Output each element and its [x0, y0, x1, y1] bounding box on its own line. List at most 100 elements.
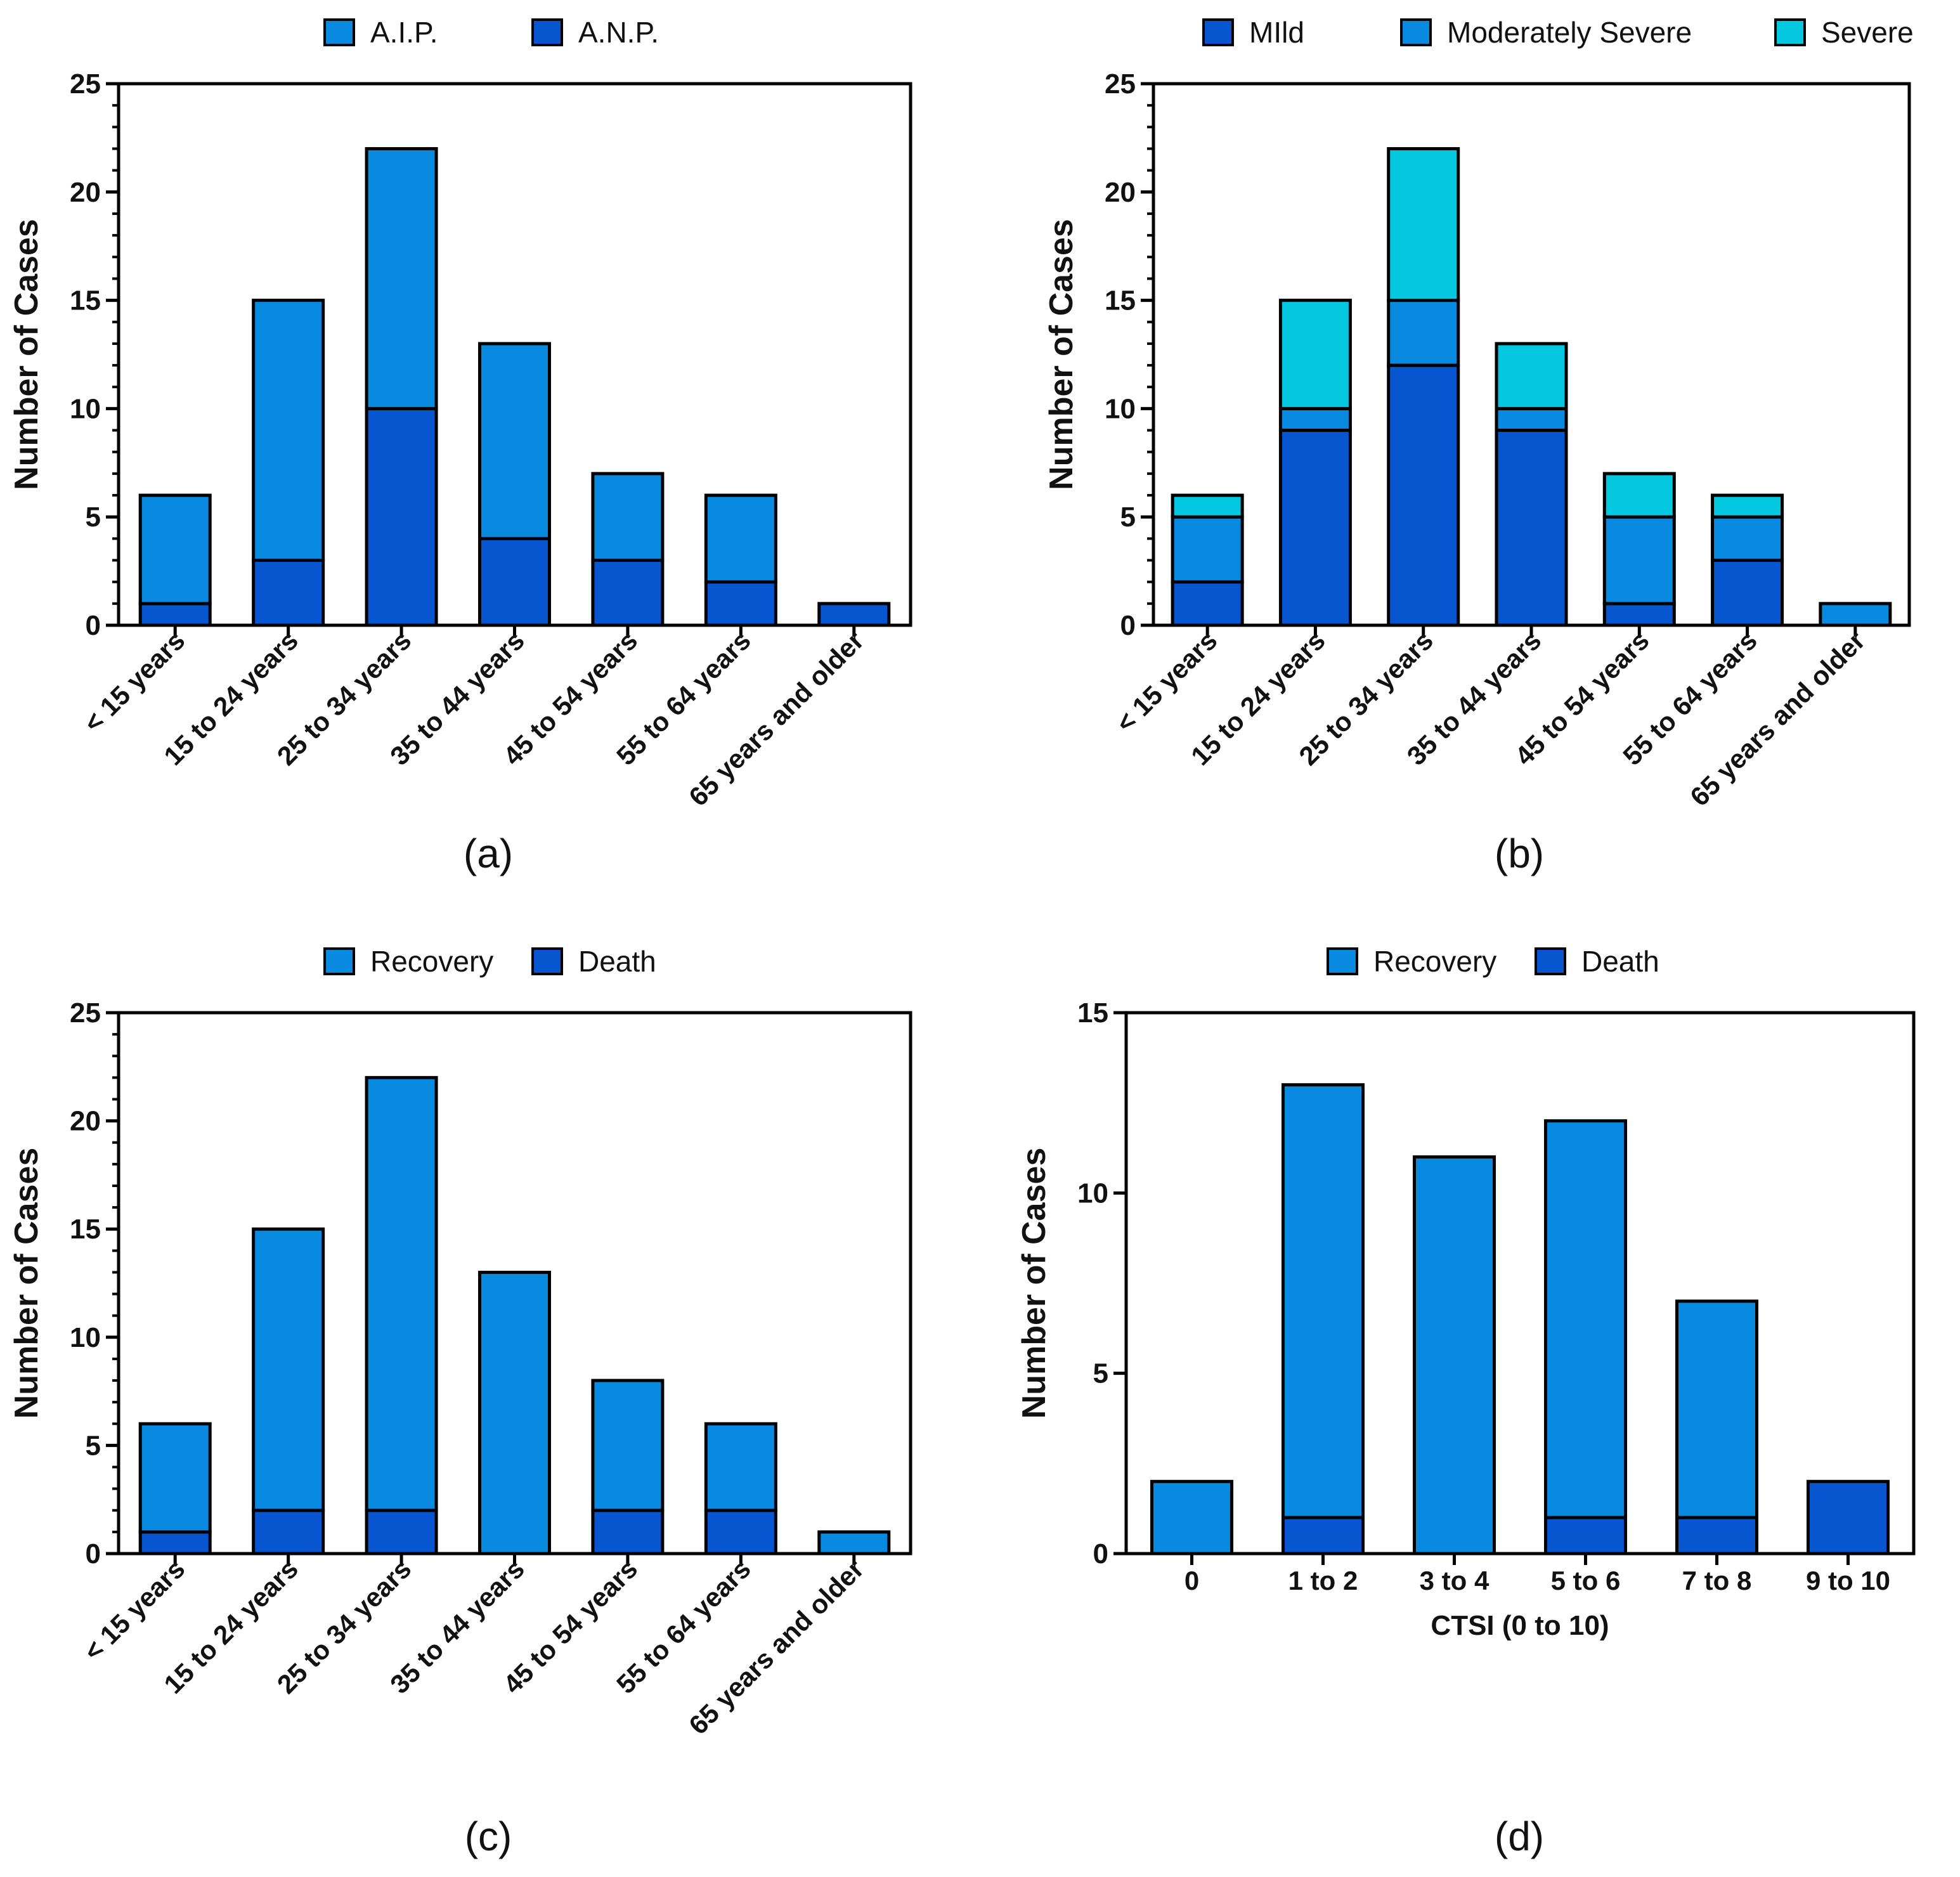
bar-severe-15-years — [1171, 493, 1244, 519]
panel-label: (b) — [1495, 831, 1544, 876]
plot-frame — [1124, 1011, 1916, 1556]
legend-label-severe: Severe — [1821, 16, 1914, 49]
panel-label: (d) — [1495, 1814, 1544, 1859]
y-axis-label: Number of Cases — [8, 219, 45, 490]
legend-label-moderately-severe: Moderately Severe — [1447, 16, 1692, 49]
legend-label-a-i-p: A.I.P. — [370, 16, 438, 49]
legend-label-death: Death — [1581, 945, 1659, 978]
x-category-label: 9 to 10 — [1806, 1566, 1890, 1595]
y-tick-label: 15 — [70, 1214, 101, 1245]
legend-swatch-moderately-severe — [1400, 18, 1432, 46]
panel-label: (c) — [465, 1814, 512, 1859]
bar-death-5-to-6 — [1544, 1516, 1627, 1556]
bar-mild-45-to-54-years — [1602, 602, 1676, 627]
y-tick-label: 10 — [1105, 393, 1136, 424]
x-category-label: 65 years and older — [1684, 625, 1871, 812]
bar-severe-35-to-44-years — [1495, 342, 1568, 410]
y-tick-label: 5 — [1093, 1358, 1108, 1389]
bar-a-n-p-25-to-34-years — [365, 406, 438, 627]
bar-recovery-25-to-34-years — [365, 1075, 438, 1512]
bar-recovery-0 — [1150, 1479, 1233, 1556]
bar-a-i-p-15-to-24-years — [252, 299, 325, 562]
bar-recovery-5-to-6 — [1544, 1119, 1627, 1519]
bar-death-55-to-64-years — [704, 1509, 777, 1556]
x-category-label: < 15 years — [78, 625, 191, 738]
bar-a-n-p-45-to-54-years — [591, 559, 665, 627]
y-tick-label: 25 — [70, 68, 101, 100]
bar-moderately-severe-35-to-44-years — [1495, 406, 1568, 432]
y-tick-label: 10 — [70, 393, 101, 424]
y-axis-label: Number of Cases — [1043, 219, 1080, 490]
bar-death-9-to-10 — [1807, 1479, 1890, 1556]
x-category-label: 5 to 6 — [1551, 1566, 1621, 1595]
legend-label-death: Death — [578, 945, 656, 978]
legend-swatch-a-i-p — [323, 18, 355, 46]
x-category-label: < 15 years — [78, 1554, 191, 1666]
bar-a-i-p-15-years — [138, 493, 212, 606]
bar-recovery-3-to-4 — [1413, 1155, 1496, 1556]
y-tick-label: 20 — [1105, 177, 1136, 208]
bar-moderately-severe-65-years-and-older — [1819, 602, 1892, 627]
bar-a-n-p-35-to-44-years — [478, 536, 551, 627]
bar-moderately-severe-15-years — [1171, 515, 1244, 584]
bar-moderately-severe-55-to-64-years — [1711, 515, 1784, 562]
bar-severe-55-to-64-years — [1711, 493, 1784, 519]
legend-swatch-recovery — [1327, 947, 1358, 975]
bar-mild-15-years — [1171, 580, 1244, 627]
bar-recovery-45-to-54-years — [591, 1379, 665, 1512]
bar-death-15-to-24-years — [252, 1509, 325, 1556]
bar-a-i-p-25-to-34-years — [365, 146, 438, 410]
y-tick-label: 5 — [86, 1430, 101, 1461]
bar-recovery-7-to-8 — [1675, 1299, 1758, 1519]
x-category-label: 3 to 4 — [1420, 1566, 1489, 1595]
y-tick-label: 0 — [86, 1538, 101, 1569]
y-tick-label: 25 — [1105, 68, 1136, 100]
bar-a-n-p-55-to-64-years — [704, 580, 777, 627]
bar-mild-25-to-34-years — [1387, 363, 1460, 627]
x-category-label: 0 — [1184, 1566, 1199, 1595]
y-tick-label: 15 — [70, 285, 101, 316]
y-tick-label: 0 — [86, 610, 101, 641]
y-axis-label: Number of Cases — [8, 1148, 45, 1419]
y-tick-label: 15 — [1105, 285, 1136, 316]
bar-a-i-p-35-to-44-years — [478, 342, 551, 540]
y-tick-label: 20 — [70, 177, 101, 208]
bar-death-45-to-54-years — [591, 1509, 665, 1556]
y-tick-label: 10 — [70, 1322, 101, 1353]
bar-a-i-p-45-to-54-years — [591, 472, 665, 562]
bar-death-25-to-34-years — [365, 1509, 438, 1556]
legend-label-recovery: Recovery — [1373, 945, 1496, 978]
bar-recovery-15-years — [138, 1422, 212, 1534]
bar-a-n-p-65-years-and-older — [817, 602, 891, 627]
x-axis-label: CTSI (0 to 10) — [1431, 1610, 1609, 1641]
legend-swatch-death — [531, 947, 563, 975]
x-category-label: 7 to 8 — [1682, 1566, 1752, 1595]
bar-moderately-severe-25-to-34-years — [1387, 299, 1460, 367]
bar-recovery-1-to-2 — [1282, 1083, 1365, 1519]
legend-swatch-mild — [1202, 18, 1234, 46]
legend-label-recovery: Recovery — [370, 945, 493, 978]
bar-mild-15-to-24-years — [1278, 429, 1352, 627]
bar-mild-55-to-64-years — [1711, 559, 1784, 627]
y-tick-label: 20 — [70, 1106, 101, 1137]
x-category-label: < 15 years — [1110, 625, 1223, 738]
bar-recovery-35-to-44-years — [478, 1270, 551, 1556]
bar-severe-15-to-24-years — [1278, 299, 1352, 410]
bar-severe-45-to-54-years — [1602, 472, 1676, 519]
y-tick-label: 5 — [86, 502, 101, 533]
legend-label-mild: MIld — [1249, 16, 1304, 49]
y-tick-label: 15 — [1077, 997, 1108, 1029]
chart-panel-d: 0 5 10 15 0 1 to 2 3 to 4 5 to 6 7 to 8 9 to 10 Nu… — [1016, 945, 1916, 1859]
legend-swatch-recovery — [323, 947, 355, 975]
y-tick-label: 10 — [1077, 1178, 1108, 1209]
bar-recovery-55-to-64-years — [704, 1422, 777, 1512]
y-axis-label: Number of Cases — [1016, 1148, 1053, 1419]
bar-recovery-15-to-24-years — [252, 1227, 325, 1512]
bar-moderately-severe-15-to-24-years — [1278, 406, 1352, 432]
x-category-label: 1 to 2 — [1288, 1566, 1358, 1595]
bar-death-7-to-8 — [1675, 1516, 1758, 1556]
